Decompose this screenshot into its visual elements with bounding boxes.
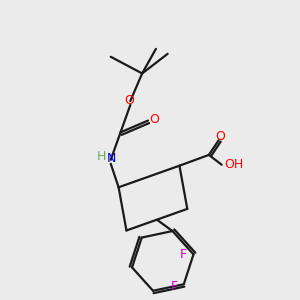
Text: H: H [97,150,106,164]
Text: O: O [216,130,226,143]
Text: O: O [149,113,159,126]
Text: N: N [107,152,116,165]
Text: F: F [170,280,178,293]
Text: F: F [180,248,187,261]
Text: OH: OH [225,158,244,171]
Text: O: O [124,94,134,107]
